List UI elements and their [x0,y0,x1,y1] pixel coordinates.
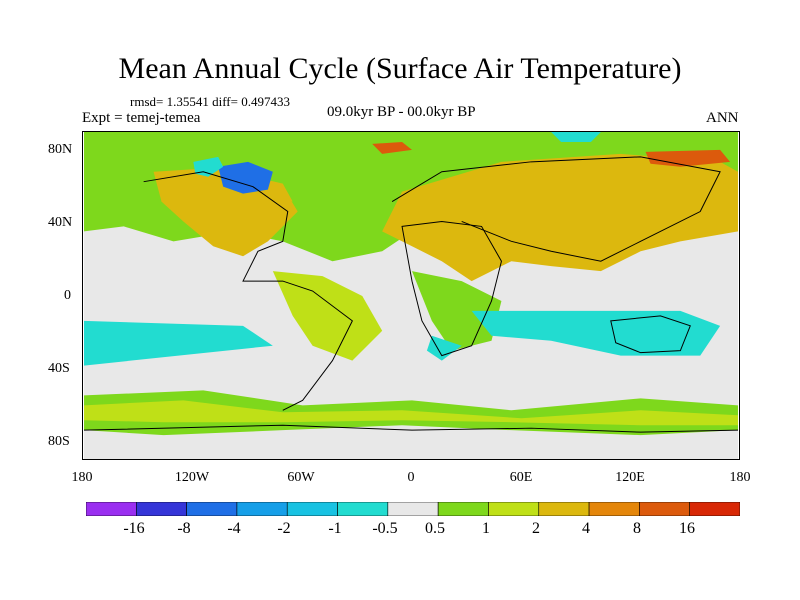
map-region-south-america-green [272,271,383,361]
map-region-eurasia-warm [382,153,738,282]
coastline-eurasia [391,156,721,262]
map-region-hudson-cold [218,161,273,194]
colorbar-label: 1 [482,520,490,537]
colorbar-swatch [337,502,389,516]
colorbar-swatch [639,502,690,516]
map-region-south-pacific-cyan [84,320,273,366]
lat-label-80s: 80S [48,434,70,449]
map-region-siberia-hot [645,149,731,167]
colorbar-label: 8 [633,520,641,537]
coastline-africa [401,220,502,357]
coastline-antarctica [83,424,739,433]
colorbar-swatch [488,502,540,516]
colorbar-label: -4 [227,520,241,537]
lon-label-180w: 180 [71,470,93,485]
colorbar-swatch [236,502,288,516]
lon-label-120w: 120W [174,470,210,485]
colorbar-label: -16 [123,520,145,537]
lat-label-40n: 40N [48,215,73,230]
map-region-southern-ocean-yellow [84,400,738,426]
colorbar-label: 0.5 [425,520,445,537]
map-region-indian-ocean-cyan [471,310,721,356]
temperature-anomaly-map [82,131,740,460]
lat-label-80n: 80N [48,142,73,157]
colorbar-label: -2 [277,520,291,537]
colorbar [86,502,740,516]
lon-label-180e: 180 [729,470,751,485]
colorbar-swatch [588,502,640,516]
colorbar-swatch [136,502,187,516]
colorbar-label: -1 [328,520,342,537]
lon-label-0: 0 [407,470,415,485]
period-label: 09.0kyr BP - 00.0kyr BP [327,104,476,120]
colorbar-label: -0.5 [372,520,398,537]
coastline-australia [610,315,691,354]
map-region-south-atlantic-cyan [426,335,462,361]
lon-label-60w: 60W [287,470,315,485]
experiment-label: Expt = temej-temea [82,110,201,126]
coastlines [83,156,739,433]
season-label: ANN [706,110,739,126]
colorbar-swatch [286,502,338,516]
map-region-scandinavia-hot [372,141,412,154]
lat-label-40s: 40S [48,361,70,376]
colorbar-label: 16 [679,520,695,537]
colorbar-swatch [538,502,590,516]
colorbar-label: 4 [582,520,590,537]
map-region-africa-green [411,271,502,351]
colorbar-swatch [86,502,137,516]
chart-title: Mean Annual Cycle (Surface Air Temperatu… [118,52,682,85]
lon-label-60e: 60E [509,470,533,485]
stats-text: rmsd= 1.35541 diff= 0.497433 [130,94,290,109]
coastline-americas [143,171,353,411]
colorbar-label: 2 [532,520,540,537]
lat-label-eq: 0 [64,288,71,303]
colorbar-swatch [437,502,489,516]
map-region-arctic-cyan [551,132,601,142]
colorbar-swatch [387,502,439,516]
lon-label-120e: 120E [615,470,645,485]
colorbar-swatch [689,502,740,516]
map-region-antarctica [84,435,738,459]
colorbar-swatch [186,502,238,516]
colorbar-label: -8 [177,520,191,537]
